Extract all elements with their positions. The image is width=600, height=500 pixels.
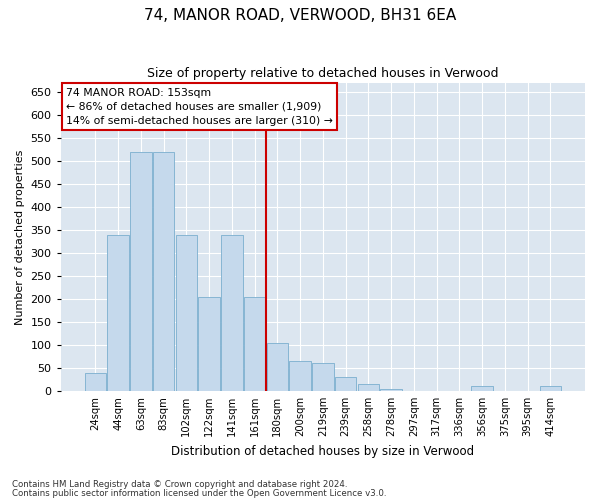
Bar: [335, 377, 356, 391]
Bar: [380, 388, 402, 391]
Bar: [289, 361, 311, 391]
Bar: [198, 296, 220, 391]
Bar: [358, 384, 379, 391]
Bar: [85, 372, 106, 391]
Bar: [107, 234, 129, 391]
X-axis label: Distribution of detached houses by size in Verwood: Distribution of detached houses by size …: [171, 444, 475, 458]
Bar: [244, 296, 265, 391]
Bar: [266, 342, 288, 391]
Y-axis label: Number of detached properties: Number of detached properties: [15, 150, 25, 324]
Bar: [539, 386, 561, 391]
Bar: [221, 234, 242, 391]
Text: 74 MANOR ROAD: 153sqm
← 86% of detached houses are smaller (1,909)
14% of semi-d: 74 MANOR ROAD: 153sqm ← 86% of detached …: [66, 88, 333, 126]
Text: Contains HM Land Registry data © Crown copyright and database right 2024.: Contains HM Land Registry data © Crown c…: [12, 480, 347, 489]
Bar: [153, 152, 175, 391]
Text: Contains public sector information licensed under the Open Government Licence v3: Contains public sector information licen…: [12, 488, 386, 498]
Bar: [130, 152, 152, 391]
Bar: [176, 234, 197, 391]
Bar: [472, 386, 493, 391]
Bar: [312, 364, 334, 391]
Text: 74, MANOR ROAD, VERWOOD, BH31 6EA: 74, MANOR ROAD, VERWOOD, BH31 6EA: [144, 8, 456, 22]
Title: Size of property relative to detached houses in Verwood: Size of property relative to detached ho…: [147, 68, 499, 80]
